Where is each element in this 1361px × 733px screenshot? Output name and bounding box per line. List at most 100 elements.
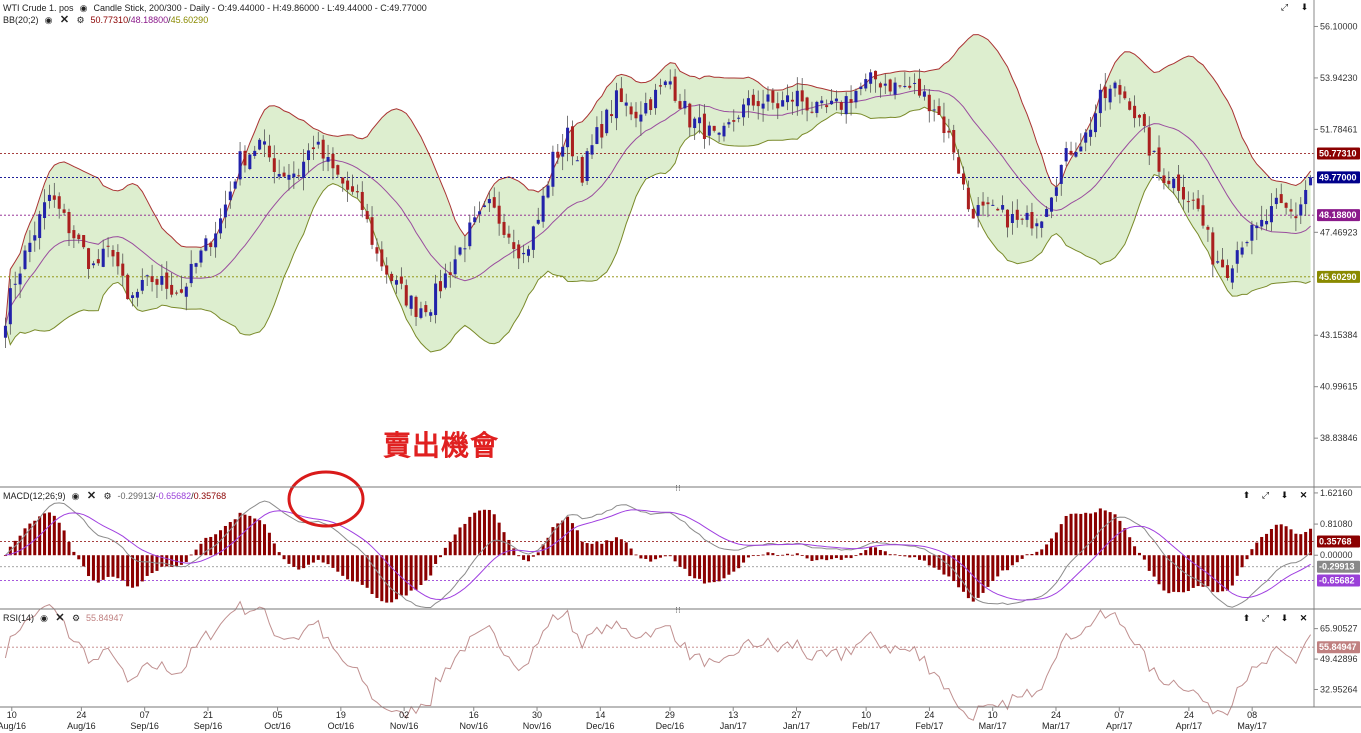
sell-opportunity-annotation: 賣出機會 <box>383 430 500 461</box>
candle-body <box>473 217 477 223</box>
candle-body <box>849 99 853 103</box>
macd-histogram-bar <box>1030 553 1034 556</box>
macd-value-label: 0.35768 <box>1319 536 1352 546</box>
candle-body <box>756 101 760 107</box>
macd-histogram-bar <box>487 509 491 556</box>
candle-body <box>1245 242 1249 244</box>
close-icon[interactable]: ✕ <box>55 612 65 624</box>
macd-value-label: -0.65682 <box>1319 575 1355 585</box>
candle-body <box>1235 250 1239 264</box>
macd-histogram-bar <box>1049 538 1054 556</box>
candle-body <box>913 82 917 84</box>
gear-icon[interactable]: ⚙ <box>76 15 85 25</box>
candle-body <box>194 263 198 267</box>
candle-body <box>267 145 271 158</box>
macd-histogram-bar <box>1059 524 1063 556</box>
candle-body <box>698 117 702 124</box>
candle-body <box>52 195 56 200</box>
macd-histogram-bar <box>869 547 873 556</box>
candle-body <box>199 250 203 263</box>
candle-body <box>1172 178 1176 189</box>
macd-histogram-bar <box>1225 555 1229 591</box>
macd-histogram-bar <box>1074 513 1078 556</box>
candle-body <box>658 85 662 87</box>
macd-histogram-bar <box>717 555 721 582</box>
macd-pane <box>0 470 1314 608</box>
macd-histogram-bar <box>336 555 340 572</box>
gear-icon[interactable]: ⚙ <box>103 491 112 501</box>
candle-body <box>140 279 144 291</box>
macd-histogram-bar <box>1299 534 1303 556</box>
candle-body <box>1250 224 1254 241</box>
eye-icon[interactable]: ◉ <box>71 491 80 501</box>
candle-body <box>77 234 81 240</box>
macd-histogram-bar <box>316 555 320 560</box>
macd-histogram-bar <box>756 555 760 557</box>
candle-body <box>175 292 179 294</box>
close-icon[interactable]: ✕ <box>59 14 70 26</box>
eye-icon[interactable]: ◉ <box>79 3 88 13</box>
expand-icon[interactable]: ⤢ <box>1261 490 1270 500</box>
eye-icon[interactable]: ◉ <box>40 613 48 623</box>
candle-body <box>341 177 345 184</box>
candle-body <box>854 90 858 103</box>
arrow-up-icon[interactable]: ⬆ <box>1242 490 1251 500</box>
macd-histogram-bar <box>350 555 355 582</box>
arrow-down-icon[interactable]: ⬇ <box>1300 2 1309 12</box>
candle-body <box>981 201 985 206</box>
macd-histogram-bar <box>531 555 535 557</box>
macd-histogram-bar <box>678 555 682 567</box>
candle-body <box>932 109 936 111</box>
macd-histogram-bar <box>52 515 56 556</box>
macd-header: MACD(12;26;9) ◉ ✕ ⚙ -0.29913/-0.65682/0.… <box>3 490 227 502</box>
candle-body <box>732 120 736 122</box>
expand-icon[interactable]: ⤢ <box>1280 2 1289 12</box>
candle-body <box>1274 197 1278 205</box>
drag-handle-icon: ⁝⁝ <box>675 605 681 615</box>
close-icon[interactable]: ✕ <box>1299 490 1308 500</box>
macd-histogram-bar <box>140 555 144 582</box>
macd-histogram-bar <box>634 554 638 556</box>
macd-histogram-bar <box>771 553 775 556</box>
close-icon[interactable]: ✕ <box>1299 613 1308 623</box>
macd-histogram-bar <box>507 539 511 556</box>
macd-histogram-bar <box>1064 515 1068 556</box>
macd-histogram-bar <box>1230 555 1234 586</box>
macd-histogram-bar <box>67 541 71 556</box>
expand-icon[interactable]: ⤢ <box>1261 613 1270 623</box>
macd-histogram-bar <box>1025 554 1029 556</box>
price-tick-label: 53.94230 <box>1320 73 1358 83</box>
macd-histogram-bar <box>272 543 276 556</box>
x-tick-day: 24 <box>76 710 86 720</box>
close-icon[interactable]: ✕ <box>86 490 97 502</box>
x-tick-month: Oct/16 <box>264 721 291 731</box>
macd-histogram-bar <box>1001 555 1005 571</box>
candle-body <box>96 259 100 264</box>
macd-histogram-bar <box>1084 512 1088 556</box>
macd-histogram-bar <box>888 554 892 556</box>
macd-histogram-bar <box>238 512 242 556</box>
candle-body <box>331 153 335 169</box>
macd-histogram-bar <box>1123 528 1127 556</box>
candle-body <box>126 274 130 300</box>
price-value-label: 48.18800 <box>1319 210 1357 220</box>
arrow-up-icon[interactable]: ⬆ <box>1242 613 1251 623</box>
arrow-down-icon[interactable]: ⬇ <box>1280 613 1289 623</box>
candle-body <box>429 312 433 316</box>
eye-icon[interactable]: ◉ <box>44 15 53 25</box>
arrow-down-icon[interactable]: ⬇ <box>1280 490 1289 500</box>
candle-body <box>776 103 780 109</box>
candle-body <box>668 81 672 85</box>
macd-histogram-bar <box>204 537 208 556</box>
gear-icon[interactable]: ⚙ <box>71 613 81 623</box>
macd-histogram-bar <box>135 555 139 587</box>
instrument-title: WTI Crude 1. pos <box>3 3 74 13</box>
price-value-label-box <box>1317 171 1360 184</box>
candle-body <box>1255 225 1259 229</box>
macd-histogram-bar <box>1269 529 1273 556</box>
candle-body <box>1015 209 1019 220</box>
macd-histogram-bar <box>522 555 526 560</box>
macd-histogram-bar <box>996 555 1000 577</box>
macd-histogram-bar <box>399 555 403 596</box>
